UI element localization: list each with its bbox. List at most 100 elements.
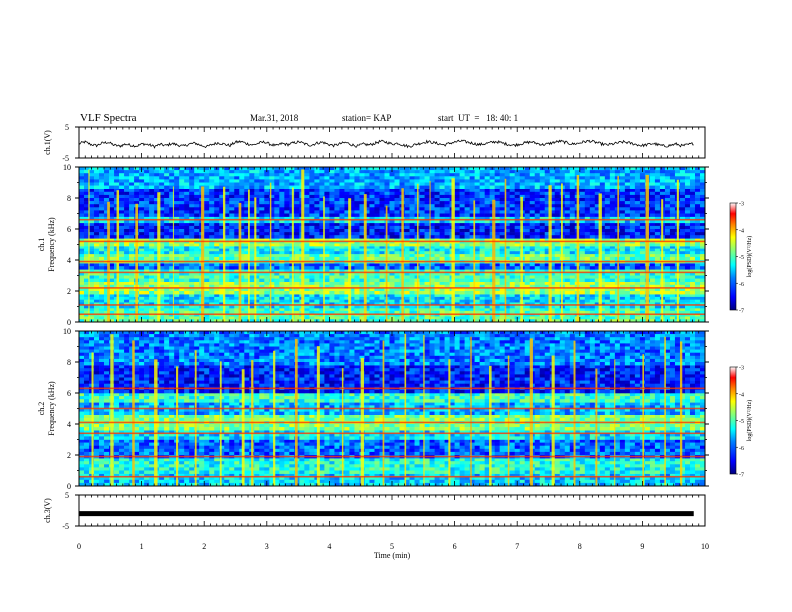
ch1-spectrogram-cell: [89, 223, 94, 226]
ch1-spectrogram-cell: [690, 297, 695, 300]
ch1-spectrogram-cell: [425, 308, 430, 311]
ch1-spectrogram-cell: [455, 257, 460, 260]
ch1-spectrogram-cell: [510, 189, 515, 192]
ch1-spectrogram-cell: [124, 195, 129, 198]
ch1-spectrogram-cell: [324, 297, 329, 300]
ch1-spectrogram-cell: [184, 279, 189, 282]
ch1-spectrogram-cell: [119, 294, 124, 297]
ch1-spectrogram-cell: [640, 282, 645, 285]
ch1-spectrogram-cell: [189, 229, 194, 232]
ch1-spectrogram-cell: [610, 229, 615, 232]
ch1-spectrogram-cell: [625, 257, 630, 260]
ch1-spectrogram-cell: [304, 229, 309, 232]
ch1-spectrogram-cell: [324, 316, 329, 319]
ch1-spectrogram-cell: [440, 249, 445, 252]
ch1-spectrogram-cell: [189, 294, 194, 297]
ch1-spectrogram-cell: [405, 316, 410, 319]
ch1-spectrogram-cell: [635, 282, 640, 285]
ch1-spectrogram-cell: [194, 297, 199, 300]
ch1-spectrogram-cell: [630, 235, 635, 238]
ch1-spectrogram-cell: [525, 266, 530, 269]
ch1-spectrogram-cell: [405, 198, 410, 201]
ch1-spectrogram-cell: [149, 235, 154, 238]
ch1-spectrogram-cell: [379, 246, 384, 249]
ch1-spectrogram-cell: [390, 279, 395, 282]
ch1-spectrogram-cell: [189, 226, 194, 229]
ch1-spectrogram-cell: [565, 316, 570, 319]
ch1-spectrogram-cell: [334, 300, 339, 303]
ch1-spectrogram-cell: [334, 249, 339, 252]
ch1-spectrogram-cell: [690, 257, 695, 260]
ch1-spectrogram-cell: [665, 279, 670, 282]
ch1-spectrogram-cell: [620, 276, 625, 279]
ch1-spectrogram-cell: [94, 229, 99, 232]
ch1-spectrogram-cell: [279, 229, 284, 232]
ch1-spectrogram-cell: [580, 266, 585, 269]
ch1-spectrogram-cell: [465, 229, 470, 232]
ch1-spectrogram-cell: [630, 198, 635, 201]
ch1-spectrogram-cell: [344, 192, 349, 195]
ch1-spectrogram-cell: [585, 279, 590, 282]
ch1-spectrogram-cell: [339, 243, 344, 246]
ch1-spectrogram-cell: [339, 235, 344, 238]
ch1-spectrogram-cell: [465, 235, 470, 238]
ch1-spectrogram-cell: [395, 297, 400, 300]
ch1-spectrogram-cell: [585, 291, 590, 294]
ch1-spectrogram-cell: [630, 266, 635, 269]
ch1-spectrogram-cell: [129, 276, 134, 279]
ch1-spectrogram-cell: [109, 198, 114, 201]
ch1-spectrogram-cell: [685, 226, 690, 229]
ch1-spectrogram-cell: [124, 297, 129, 300]
ch1-spectrogram-cell: [605, 257, 610, 260]
ch1-spectrogram-cell: [445, 266, 450, 269]
ch1-spectrogram-cell: [214, 243, 219, 246]
ch1-spectrogram-cell: [405, 189, 410, 192]
ch1-spectrogram-cell: [495, 294, 500, 297]
ch1-spectrogram-cell: [314, 249, 319, 252]
ch1-spectrogram-cell: [425, 198, 430, 201]
ch1-spectrogram-cell: [635, 223, 640, 226]
ch1-spectrogram-cell: [655, 246, 660, 249]
ch1-spectrogram-cell: [124, 198, 129, 201]
ch1-spectrogram-cell: [525, 291, 530, 294]
ch1-spectrogram-cell: [354, 316, 359, 319]
ch1-spectrogram-cell: [94, 243, 99, 246]
ch1-spectrogram-cell: [129, 254, 134, 257]
ch1-spectrogram-cell: [495, 254, 500, 257]
ch1-spectrogram-cell: [570, 316, 575, 319]
ch1-spectrogram-cell: [179, 246, 184, 249]
ch1-spectrogram-cell: [580, 263, 585, 266]
ch1-spectrogram-cell: [460, 192, 465, 195]
ch1-spectrogram-cell: [214, 316, 219, 319]
ch1-spectrogram-cell: [625, 226, 630, 229]
ch1-spectrogram-cell: [455, 316, 460, 319]
ch1-spectrogram-cell: [354, 246, 359, 249]
ch1-spectrogram-cell: [555, 198, 560, 201]
ch1-spectrogram-cell: [149, 316, 154, 319]
ch1-spectrogram-cell: [435, 297, 440, 300]
ch1-spectrogram-cell: [124, 279, 129, 282]
ch1-spectrogram-cell: [580, 223, 585, 226]
ch1-spectrogram-cell: [620, 189, 625, 192]
ch1-spectrogram-cell: [304, 249, 309, 252]
ch1-spectrogram-cell: [339, 198, 344, 201]
ch1-spectrogram-cell: [339, 254, 344, 257]
ch1-spectrogram-cell: [510, 276, 515, 279]
ch1-spectrogram-cell: [354, 254, 359, 257]
ch1-spectrogram-cell: [174, 235, 179, 238]
ch1-spectrogram-cell: [79, 198, 84, 201]
ch1-spectrogram-cell: [339, 229, 344, 232]
ch1-spectrogram-cell: [264, 257, 269, 260]
ch1-spectrogram-cell: [420, 291, 425, 294]
ch1-spectrogram-cell: [485, 276, 490, 279]
ch1-spectrogram-cell: [680, 195, 685, 198]
ch1-spectrogram-cell: [214, 235, 219, 238]
ch1-spectrogram-cell: [194, 198, 199, 201]
ch1-spectrogram-cell: [214, 282, 219, 285]
ch1-spectrogram-cell: [420, 229, 425, 232]
ch1-spectrogram-cell: [79, 297, 84, 300]
ch1-spectrogram-cell: [410, 235, 415, 238]
ch1-spectrogram-cell: [254, 189, 259, 192]
ch1-spectrogram-cell: [339, 189, 344, 192]
ch1-spectrogram-cell: [249, 249, 254, 252]
